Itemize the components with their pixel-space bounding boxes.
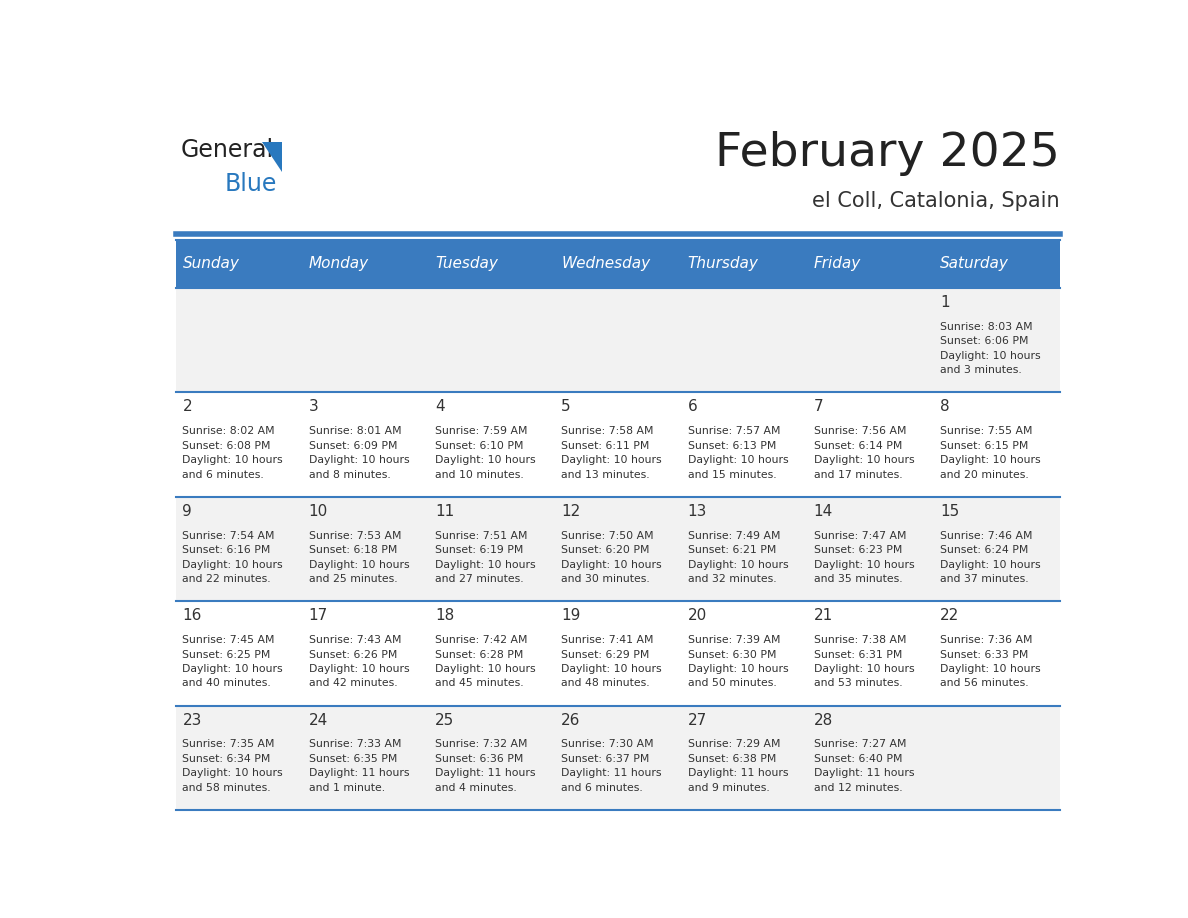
Text: 7: 7 bbox=[814, 399, 823, 414]
Text: 18: 18 bbox=[435, 609, 454, 623]
Text: Sunrise: 7:33 AM
Sunset: 6:35 PM
Daylight: 11 hours
and 1 minute.: Sunrise: 7:33 AM Sunset: 6:35 PM Dayligh… bbox=[309, 740, 409, 792]
Text: General: General bbox=[181, 139, 274, 162]
FancyBboxPatch shape bbox=[176, 706, 1060, 810]
Text: el Coll, Catalonia, Spain: el Coll, Catalonia, Spain bbox=[813, 192, 1060, 211]
Text: 15: 15 bbox=[940, 504, 959, 519]
Text: 4: 4 bbox=[435, 399, 444, 414]
Text: 5: 5 bbox=[561, 399, 571, 414]
Text: 20: 20 bbox=[688, 609, 707, 623]
Text: 17: 17 bbox=[309, 609, 328, 623]
Text: Sunrise: 7:36 AM
Sunset: 6:33 PM
Daylight: 10 hours
and 56 minutes.: Sunrise: 7:36 AM Sunset: 6:33 PM Dayligh… bbox=[940, 635, 1041, 688]
Text: Sunrise: 7:58 AM
Sunset: 6:11 PM
Daylight: 10 hours
and 13 minutes.: Sunrise: 7:58 AM Sunset: 6:11 PM Dayligh… bbox=[561, 426, 662, 479]
Text: Sunrise: 7:55 AM
Sunset: 6:15 PM
Daylight: 10 hours
and 20 minutes.: Sunrise: 7:55 AM Sunset: 6:15 PM Dayligh… bbox=[940, 426, 1041, 479]
Text: 1: 1 bbox=[940, 295, 949, 310]
Text: Sunrise: 7:39 AM
Sunset: 6:30 PM
Daylight: 10 hours
and 50 minutes.: Sunrise: 7:39 AM Sunset: 6:30 PM Dayligh… bbox=[688, 635, 788, 688]
Text: 10: 10 bbox=[309, 504, 328, 519]
Text: Friday: Friday bbox=[814, 256, 861, 271]
Text: 24: 24 bbox=[309, 712, 328, 728]
Text: Sunrise: 7:42 AM
Sunset: 6:28 PM
Daylight: 10 hours
and 45 minutes.: Sunrise: 7:42 AM Sunset: 6:28 PM Dayligh… bbox=[435, 635, 536, 688]
Text: 19: 19 bbox=[561, 609, 581, 623]
Text: 22: 22 bbox=[940, 609, 959, 623]
Text: 21: 21 bbox=[814, 609, 833, 623]
Text: Sunrise: 7:30 AM
Sunset: 6:37 PM
Daylight: 11 hours
and 6 minutes.: Sunrise: 7:30 AM Sunset: 6:37 PM Dayligh… bbox=[561, 740, 662, 792]
Text: 14: 14 bbox=[814, 504, 833, 519]
Text: 9: 9 bbox=[183, 504, 192, 519]
Text: 6: 6 bbox=[688, 399, 697, 414]
Text: Sunrise: 7:29 AM
Sunset: 6:38 PM
Daylight: 11 hours
and 9 minutes.: Sunrise: 7:29 AM Sunset: 6:38 PM Dayligh… bbox=[688, 740, 788, 792]
Text: Sunrise: 8:03 AM
Sunset: 6:06 PM
Daylight: 10 hours
and 3 minutes.: Sunrise: 8:03 AM Sunset: 6:06 PM Dayligh… bbox=[940, 322, 1041, 375]
Text: Sunrise: 7:59 AM
Sunset: 6:10 PM
Daylight: 10 hours
and 10 minutes.: Sunrise: 7:59 AM Sunset: 6:10 PM Dayligh… bbox=[435, 426, 536, 479]
Text: Sunrise: 7:57 AM
Sunset: 6:13 PM
Daylight: 10 hours
and 15 minutes.: Sunrise: 7:57 AM Sunset: 6:13 PM Dayligh… bbox=[688, 426, 788, 479]
Polygon shape bbox=[261, 142, 282, 173]
Text: Sunrise: 7:56 AM
Sunset: 6:14 PM
Daylight: 10 hours
and 17 minutes.: Sunrise: 7:56 AM Sunset: 6:14 PM Dayligh… bbox=[814, 426, 915, 479]
Text: 28: 28 bbox=[814, 712, 833, 728]
FancyBboxPatch shape bbox=[176, 601, 1060, 706]
Text: 2: 2 bbox=[183, 399, 192, 414]
Text: Sunrise: 7:27 AM
Sunset: 6:40 PM
Daylight: 11 hours
and 12 minutes.: Sunrise: 7:27 AM Sunset: 6:40 PM Dayligh… bbox=[814, 740, 915, 792]
Text: Monday: Monday bbox=[309, 256, 368, 271]
Text: Sunrise: 7:32 AM
Sunset: 6:36 PM
Daylight: 11 hours
and 4 minutes.: Sunrise: 7:32 AM Sunset: 6:36 PM Dayligh… bbox=[435, 740, 536, 792]
Text: 8: 8 bbox=[940, 399, 949, 414]
FancyBboxPatch shape bbox=[176, 392, 1060, 497]
Text: Tuesday: Tuesday bbox=[435, 256, 498, 271]
Text: Sunrise: 7:35 AM
Sunset: 6:34 PM
Daylight: 10 hours
and 58 minutes.: Sunrise: 7:35 AM Sunset: 6:34 PM Dayligh… bbox=[183, 740, 283, 792]
Text: 26: 26 bbox=[561, 712, 581, 728]
Text: Blue: Blue bbox=[225, 173, 277, 196]
Text: February 2025: February 2025 bbox=[715, 131, 1060, 176]
Text: 11: 11 bbox=[435, 504, 454, 519]
Text: Sunrise: 7:41 AM
Sunset: 6:29 PM
Daylight: 10 hours
and 48 minutes.: Sunrise: 7:41 AM Sunset: 6:29 PM Dayligh… bbox=[561, 635, 662, 688]
Text: Sunday: Sunday bbox=[183, 256, 239, 271]
Text: Sunrise: 7:49 AM
Sunset: 6:21 PM
Daylight: 10 hours
and 32 minutes.: Sunrise: 7:49 AM Sunset: 6:21 PM Dayligh… bbox=[688, 531, 788, 584]
Text: Sunrise: 8:02 AM
Sunset: 6:08 PM
Daylight: 10 hours
and 6 minutes.: Sunrise: 8:02 AM Sunset: 6:08 PM Dayligh… bbox=[183, 426, 283, 479]
Text: Sunrise: 7:51 AM
Sunset: 6:19 PM
Daylight: 10 hours
and 27 minutes.: Sunrise: 7:51 AM Sunset: 6:19 PM Dayligh… bbox=[435, 531, 536, 584]
Text: Sunrise: 7:47 AM
Sunset: 6:23 PM
Daylight: 10 hours
and 35 minutes.: Sunrise: 7:47 AM Sunset: 6:23 PM Dayligh… bbox=[814, 531, 915, 584]
Text: Thursday: Thursday bbox=[688, 256, 758, 271]
Text: Sunrise: 7:50 AM
Sunset: 6:20 PM
Daylight: 10 hours
and 30 minutes.: Sunrise: 7:50 AM Sunset: 6:20 PM Dayligh… bbox=[561, 531, 662, 584]
Text: 27: 27 bbox=[688, 712, 707, 728]
Text: 23: 23 bbox=[183, 712, 202, 728]
Text: 16: 16 bbox=[183, 609, 202, 623]
Text: Sunrise: 7:38 AM
Sunset: 6:31 PM
Daylight: 10 hours
and 53 minutes.: Sunrise: 7:38 AM Sunset: 6:31 PM Dayligh… bbox=[814, 635, 915, 688]
Text: 3: 3 bbox=[309, 399, 318, 414]
Text: Sunrise: 7:45 AM
Sunset: 6:25 PM
Daylight: 10 hours
and 40 minutes.: Sunrise: 7:45 AM Sunset: 6:25 PM Dayligh… bbox=[183, 635, 283, 688]
FancyBboxPatch shape bbox=[176, 240, 1060, 288]
Text: Wednesday: Wednesday bbox=[561, 256, 650, 271]
Text: 25: 25 bbox=[435, 712, 454, 728]
Text: Sunrise: 7:43 AM
Sunset: 6:26 PM
Daylight: 10 hours
and 42 minutes.: Sunrise: 7:43 AM Sunset: 6:26 PM Dayligh… bbox=[309, 635, 410, 688]
Text: Sunrise: 8:01 AM
Sunset: 6:09 PM
Daylight: 10 hours
and 8 minutes.: Sunrise: 8:01 AM Sunset: 6:09 PM Dayligh… bbox=[309, 426, 410, 479]
Text: Sunrise: 7:54 AM
Sunset: 6:16 PM
Daylight: 10 hours
and 22 minutes.: Sunrise: 7:54 AM Sunset: 6:16 PM Dayligh… bbox=[183, 531, 283, 584]
Text: Saturday: Saturday bbox=[940, 256, 1009, 271]
FancyBboxPatch shape bbox=[176, 288, 1060, 392]
Text: Sunrise: 7:53 AM
Sunset: 6:18 PM
Daylight: 10 hours
and 25 minutes.: Sunrise: 7:53 AM Sunset: 6:18 PM Dayligh… bbox=[309, 531, 410, 584]
Text: 12: 12 bbox=[561, 504, 581, 519]
FancyBboxPatch shape bbox=[176, 497, 1060, 601]
Text: 13: 13 bbox=[688, 504, 707, 519]
Text: Sunrise: 7:46 AM
Sunset: 6:24 PM
Daylight: 10 hours
and 37 minutes.: Sunrise: 7:46 AM Sunset: 6:24 PM Dayligh… bbox=[940, 531, 1041, 584]
